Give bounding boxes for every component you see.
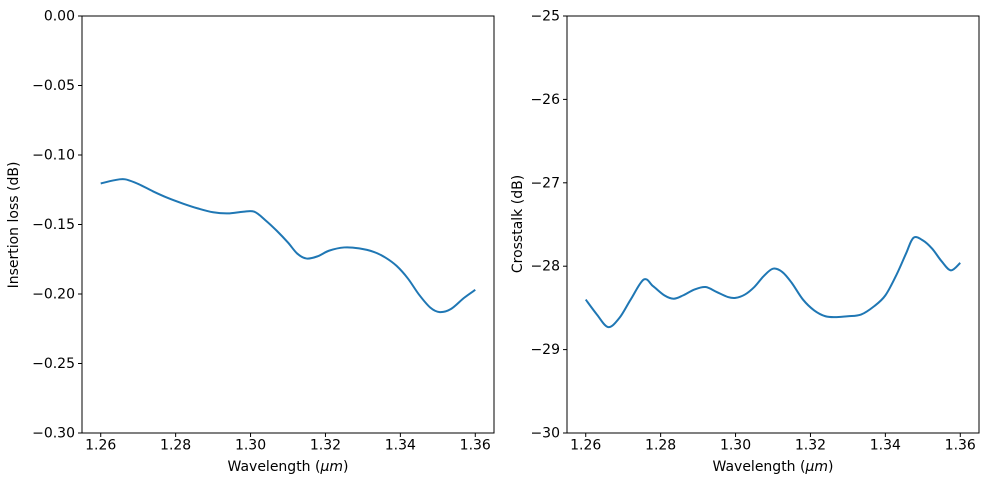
xlabel-unit-italic: μm	[805, 459, 829, 475]
x-tick-label: 1.26	[85, 438, 116, 454]
plot-spine	[81, 15, 495, 434]
insertion-loss-x-axis-label: Wavelength (μm)	[228, 460, 349, 474]
y-tick-label: −27	[530, 175, 560, 191]
x-tick-label: 1.30	[720, 438, 751, 454]
x-tick-label: 1.26	[570, 438, 601, 454]
x-tick-label: 1.36	[460, 438, 491, 454]
x-tick-label: 1.28	[160, 438, 191, 454]
insertion-loss-y-axis-label: Insertion loss (dB)	[6, 161, 22, 289]
y-tick-label: −0.30	[32, 425, 75, 441]
crosstalk-y-axis-label: Crosstalk (dB)	[510, 174, 526, 274]
xlabel-text: Wavelength (	[227, 459, 321, 475]
xlabel-close-paren: )	[343, 459, 349, 475]
insertion-loss-plot: 1.26 1.28 1.30 1.32 1.34 1.36 0.00 −0.05 −0.10 −0…	[32, 8, 495, 454]
crosstalk-x-axis-label: Wavelength (μm)	[713, 460, 834, 474]
xlabel-text: Wavelength (	[712, 459, 806, 475]
x-tick-label: 1.34	[385, 438, 416, 454]
xlabel-unit-italic: μm	[320, 459, 344, 475]
y-tick-label: −0.25	[32, 356, 75, 372]
crosstalk-plot: 1.26 1.28 1.30 1.32 1.34 1.36 −25 −26 −27 −28 −29 −…	[530, 8, 980, 454]
y-tick-label: −25	[530, 8, 560, 24]
y-tick-label: 0.00	[44, 8, 75, 24]
x-tick-label: 1.28	[645, 438, 676, 454]
plot-spine	[566, 15, 980, 434]
y-tick-label: −0.10	[32, 147, 75, 163]
y-tick-label: −30	[530, 425, 560, 441]
y-tick-label: −29	[530, 342, 560, 358]
x-tick-label: 1.34	[870, 438, 901, 454]
y-tick-label: −28	[530, 259, 560, 275]
x-tick-label: 1.32	[795, 438, 826, 454]
y-tick-label: −26	[530, 92, 560, 108]
x-tick-label: 1.36	[945, 438, 976, 454]
y-tick-label: −0.15	[32, 217, 75, 233]
x-tick-label: 1.32	[310, 438, 341, 454]
x-tick-label: 1.30	[235, 438, 266, 454]
insertion-loss-curve	[100, 178, 476, 314]
xlabel-close-paren: )	[828, 459, 834, 475]
crosstalk-curve	[584, 236, 961, 329]
y-tick-label: −0.20	[32, 286, 75, 302]
y-tick-label: −0.05	[32, 78, 75, 94]
